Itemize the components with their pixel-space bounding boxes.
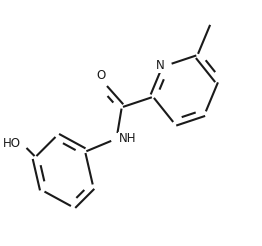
Text: O: O [96,69,106,82]
Text: NH: NH [119,132,136,145]
Text: N: N [156,59,165,72]
Text: HO: HO [3,138,21,150]
